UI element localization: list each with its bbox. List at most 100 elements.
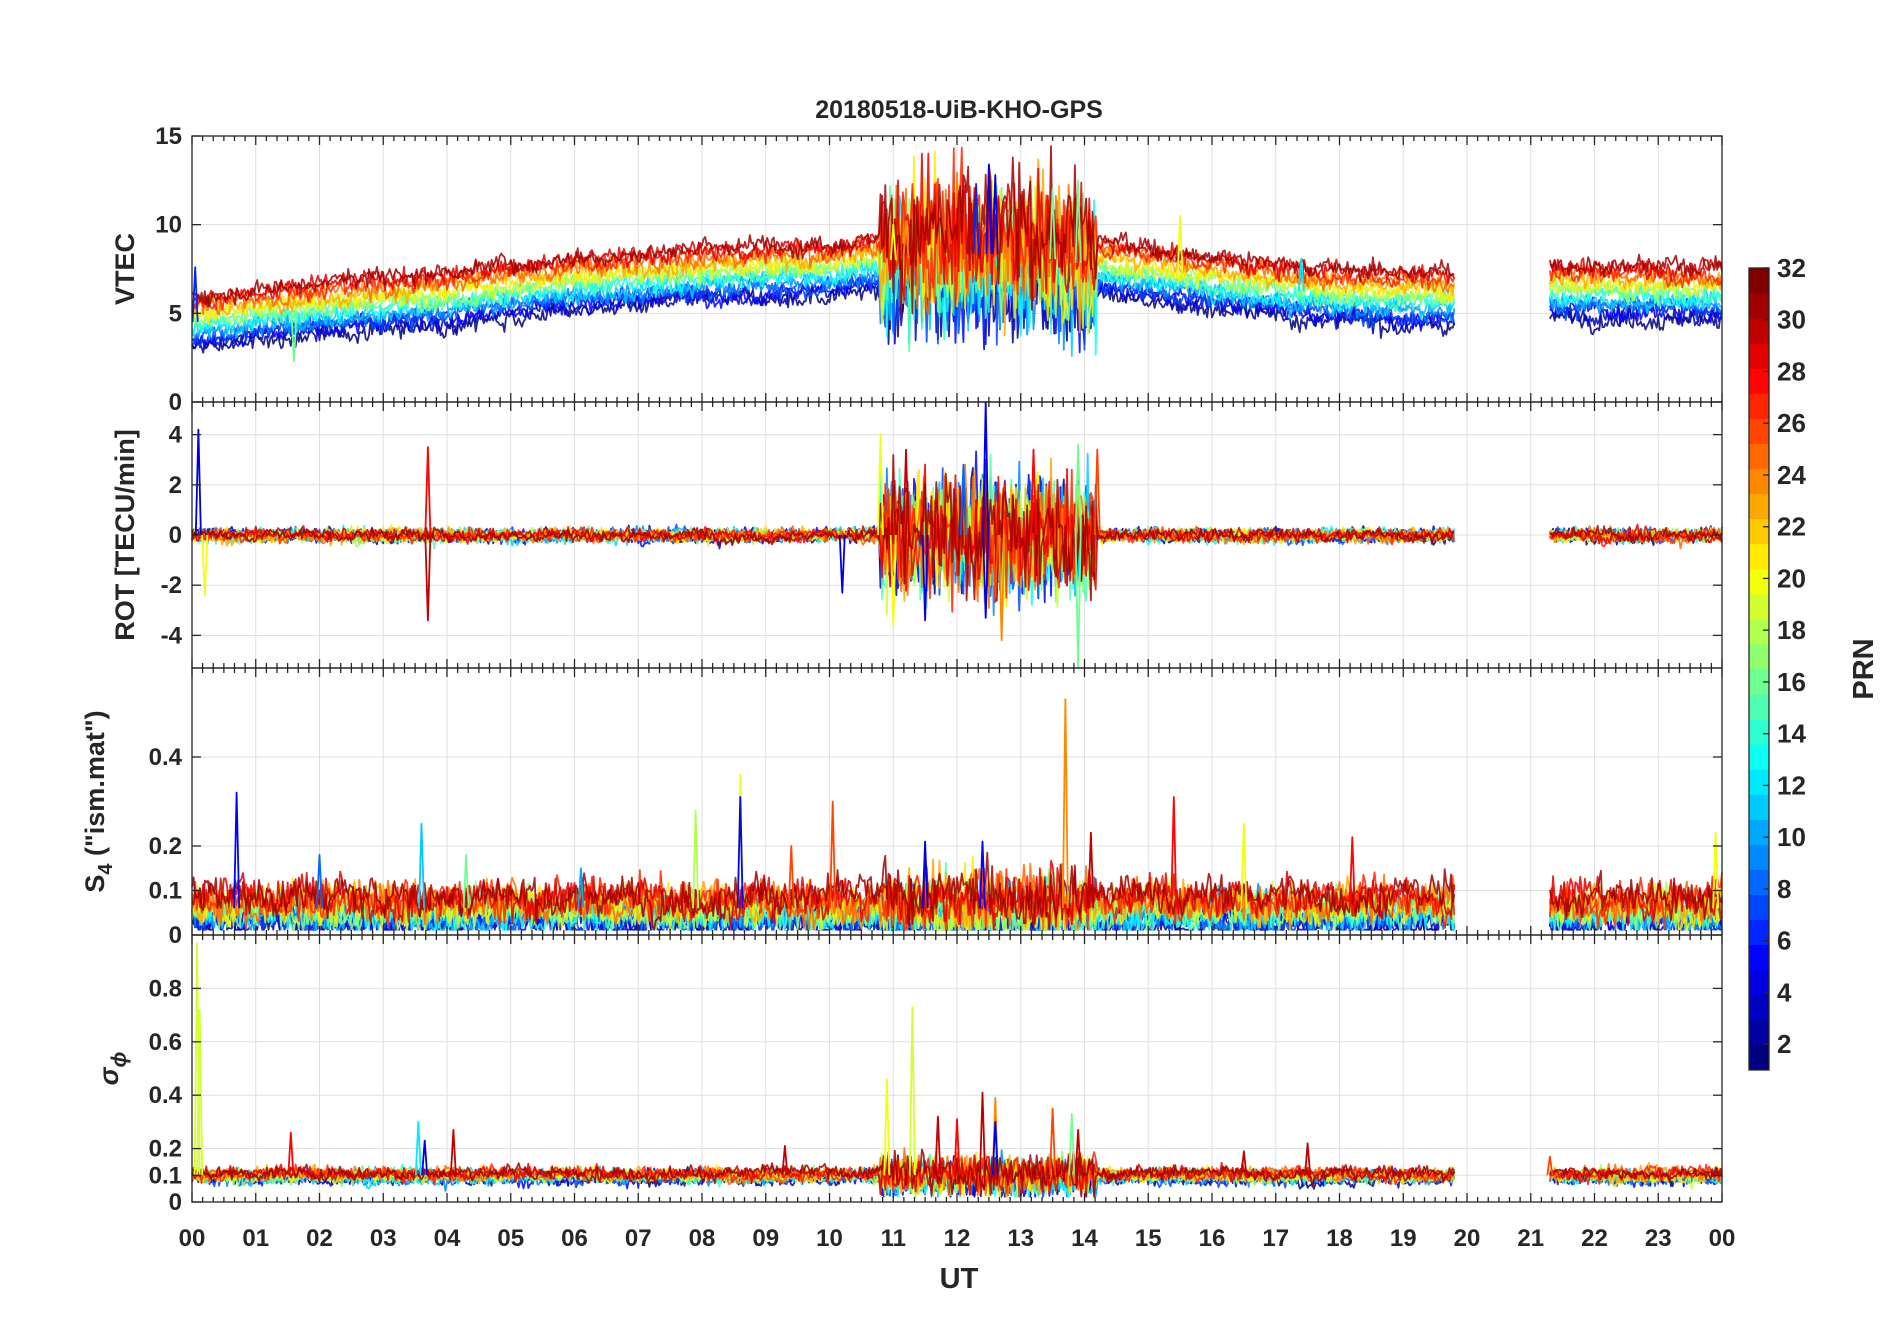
vtec-series-prn-13 (1549, 283, 1723, 312)
sigma-phi-x-ticks (191, 935, 1723, 1202)
s4-series-prn-31 (1549, 869, 1723, 921)
colorbar-tick-label: 30 (1777, 305, 1806, 335)
colorbar-cell (1749, 493, 1769, 520)
colorbar-tick-label: 12 (1777, 770, 1806, 800)
rot-spike-prn-20 (877, 433, 884, 536)
x-tick-label: 03 (370, 1225, 397, 1252)
colorbar-tick-label: 22 (1777, 512, 1806, 542)
x-tick-label: 17 (1262, 1225, 1289, 1252)
s4-spike-prn-5 (736, 796, 744, 909)
panel-sigma-phi: 00.10.2 0.4 0.6 0.8 σϕ (94, 934, 1723, 1216)
s4-spike-prn-5 (233, 791, 241, 909)
sigma-phi-spike-prn-30 (1304, 1142, 1312, 1176)
rot-spike-prn-28 (424, 446, 432, 536)
x-tick-label: 14 (1071, 1225, 1098, 1252)
vtec-x-ticks (191, 136, 1723, 402)
colorbar-cell (1749, 443, 1769, 469)
s4-x-ticks (191, 668, 1723, 935)
s4-spike-prn-28 (1348, 836, 1356, 909)
sigma-phi-y-tick-label: 0.4 (149, 1082, 183, 1109)
sigma-phi-y-tick-label: 0.6 (149, 1029, 182, 1056)
colorbar-cell (1749, 669, 1769, 695)
colorbar-cell (1749, 293, 1769, 319)
panel-rot: -4 -2 0 2 4 ROT [TECU/min] (110, 401, 1723, 669)
sigma-phi-spike-prn-19 (908, 1006, 916, 1176)
sigma-phi-y-axis: 00.10.2 0.4 0.6 0.8 (149, 975, 1722, 1216)
s4-series-prn-31 (191, 851, 1456, 931)
s4-series-group (191, 698, 1723, 931)
x-tick-label: 22 (1581, 1225, 1608, 1252)
sigma-phi-spike-prn-19 (196, 1008, 204, 1176)
sigma-phi-spike-prn-12 (414, 1121, 422, 1176)
sigma-phi-y-tick-label: 0.8 (149, 975, 182, 1002)
s4-spike-prn-20 (1712, 831, 1720, 909)
sigma-phi-y-axis-label: σϕ (94, 1051, 131, 1085)
rot-series-group (191, 401, 1723, 669)
colorbar-tick-label: 8 (1777, 874, 1791, 904)
s4-y-label-sub: 4 (95, 863, 117, 875)
colorbar-cell (1749, 568, 1769, 595)
x-tick-label: 01 (242, 1225, 269, 1252)
s4-spike-prn-18 (692, 809, 700, 909)
s4-y-axis: 0 0.1 0.2 0.4 (149, 744, 1722, 949)
vtec-series-prn-27 (1549, 260, 1723, 289)
sigma-phi-series-group (191, 942, 1723, 1198)
vtec-series-prn-23 (191, 158, 1456, 337)
colorbar-frame (1748, 267, 1770, 1071)
colorbar-label: PRN (1848, 638, 1880, 699)
rot-y-tick-label: -4 (161, 622, 183, 649)
s4-spike-prn-28 (1170, 796, 1178, 909)
s4-spike-prn-8 (316, 854, 323, 909)
rot-spike-prn-4 (921, 534, 929, 622)
colorbar-cell (1749, 268, 1769, 294)
s4-spike-prn-4 (921, 840, 929, 909)
rot-spike-prn-26 (1093, 448, 1101, 536)
sigma-phi-spike-prn-4 (991, 1121, 999, 1176)
s4-spike-prn-24 (1061, 698, 1069, 909)
rot-series-prn-31 (191, 454, 1455, 602)
x-tick-label: 21 (1517, 1225, 1544, 1252)
colorbar-tick-label: 26 (1777, 408, 1806, 438)
colorbar-cell (1749, 844, 1769, 870)
s4-y-tick-label: 0.4 (149, 744, 183, 771)
vtec-spike-prn-24 (902, 220, 910, 259)
x-tick-label: 06 (561, 1225, 588, 1252)
colorbar-cell (1749, 418, 1769, 444)
s4-y-axis-label: S4 ("ism.mat") (80, 710, 117, 892)
sigma-phi-y-tick-label: 0 (169, 1189, 182, 1216)
s4-y-tick-label: 0.2 (149, 833, 182, 860)
vtec-y-axis: 0 5 10 15 (155, 123, 1722, 416)
colorbar-cell (1749, 919, 1769, 946)
x-tick-label: 08 (689, 1225, 716, 1252)
x-tick-label: 19 (1390, 1225, 1417, 1252)
rot-y-tick-label: -2 (161, 572, 182, 599)
x-tick-label: 00 (1709, 1225, 1736, 1252)
s4-y-tick-label: 0 (169, 922, 182, 949)
colorbar-cell (1749, 869, 1769, 896)
x-tick-label: 12 (944, 1225, 971, 1252)
colorbar-cell (1749, 643, 1769, 670)
rot-y-tick-label: 4 (169, 422, 183, 449)
rot-series-prn-31 (1549, 525, 1723, 544)
vtec-spike-prn-12 (1297, 257, 1305, 292)
colorbar-cell (1749, 719, 1769, 745)
rot-spike-prn-16 (1074, 443, 1082, 536)
colorbar-tick-label: 6 (1777, 926, 1791, 956)
rot-spike-prn-4 (838, 534, 846, 594)
x-tick-label: 20 (1454, 1225, 1481, 1252)
colorbar-tick-label: 14 (1777, 719, 1806, 749)
sigma-phi-y-label-symbol: σ (94, 1066, 124, 1085)
vtec-series-group (191, 145, 1723, 363)
colorbar-tick-label: 28 (1777, 356, 1806, 386)
chart-title: 20180518-UiB-KHO-GPS (815, 96, 1103, 124)
sigma-phi-spike-prn-30 (1074, 1129, 1082, 1176)
s4-y-label-rest: ("ism.mat") (80, 710, 110, 863)
colorbar-cell (1749, 894, 1769, 921)
x-tick-label: 02 (306, 1225, 333, 1252)
s4-spike-prn-16 (462, 854, 470, 909)
sigma-phi-series-prn-29 (191, 1150, 1456, 1198)
vtec-spike-prn-16 (290, 310, 298, 363)
s4-y-label-main: S (80, 875, 110, 893)
colorbar-cell (1749, 543, 1769, 570)
x-tick-label: 10 (816, 1225, 843, 1252)
